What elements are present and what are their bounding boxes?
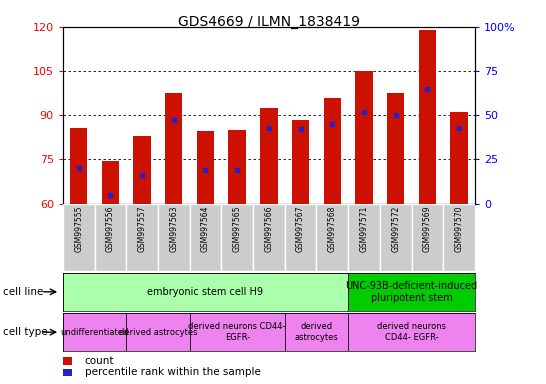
Bar <box>133 136 151 204</box>
Bar <box>63 369 72 376</box>
Bar <box>285 313 348 351</box>
Text: GSM997567: GSM997567 <box>296 205 305 252</box>
Text: derived neurons CD44-
EGFR-: derived neurons CD44- EGFR- <box>188 323 286 342</box>
Bar <box>228 130 246 204</box>
Bar <box>197 131 214 204</box>
Bar <box>165 93 182 204</box>
Text: derived astrocytes: derived astrocytes <box>118 328 197 337</box>
Bar <box>63 313 126 351</box>
Bar <box>260 108 277 204</box>
Bar <box>348 204 380 271</box>
Bar <box>63 357 72 365</box>
Text: GSM997568: GSM997568 <box>328 205 337 252</box>
Bar <box>126 313 189 351</box>
Text: derived
astrocytes: derived astrocytes <box>295 323 339 342</box>
Bar <box>292 120 310 204</box>
Text: UNC-93B-deficient-induced
pluripotent stem: UNC-93B-deficient-induced pluripotent st… <box>346 281 478 303</box>
Text: GSM997555: GSM997555 <box>74 205 83 252</box>
Text: embryonic stem cell H9: embryonic stem cell H9 <box>147 287 264 297</box>
Text: GSM997571: GSM997571 <box>359 205 369 252</box>
Bar <box>450 112 468 204</box>
Text: GSM997556: GSM997556 <box>106 205 115 252</box>
Text: GSM997564: GSM997564 <box>201 205 210 252</box>
Bar <box>317 204 348 271</box>
Bar <box>419 30 436 204</box>
Bar <box>348 313 475 351</box>
Bar <box>189 313 285 351</box>
Text: GSM997570: GSM997570 <box>455 205 464 252</box>
Text: count: count <box>85 356 114 366</box>
Bar <box>189 204 221 271</box>
Text: GSM997557: GSM997557 <box>138 205 146 252</box>
Text: undifferentiated: undifferentiated <box>60 328 129 337</box>
Text: cell line: cell line <box>3 287 43 297</box>
Bar <box>324 98 341 204</box>
Bar <box>443 204 475 271</box>
Bar <box>348 273 475 311</box>
Bar <box>355 71 373 204</box>
Bar <box>387 93 405 204</box>
Bar <box>285 204 317 271</box>
Text: percentile rank within the sample: percentile rank within the sample <box>85 367 260 377</box>
Bar <box>70 128 87 204</box>
Bar <box>412 204 443 271</box>
Text: cell type: cell type <box>3 327 48 337</box>
Text: GSM997572: GSM997572 <box>391 205 400 252</box>
Text: GSM997566: GSM997566 <box>264 205 274 252</box>
Bar <box>63 204 94 271</box>
Bar <box>253 204 285 271</box>
Bar <box>94 204 126 271</box>
Text: GDS4669 / ILMN_1838419: GDS4669 / ILMN_1838419 <box>178 15 360 29</box>
Bar <box>102 161 119 204</box>
Bar <box>126 204 158 271</box>
Bar <box>221 204 253 271</box>
Text: derived neurons
CD44- EGFR-: derived neurons CD44- EGFR- <box>377 323 446 342</box>
Bar <box>63 273 348 311</box>
Bar <box>158 204 189 271</box>
Bar <box>380 204 412 271</box>
Text: GSM997569: GSM997569 <box>423 205 432 252</box>
Text: GSM997563: GSM997563 <box>169 205 179 252</box>
Text: GSM997565: GSM997565 <box>233 205 242 252</box>
